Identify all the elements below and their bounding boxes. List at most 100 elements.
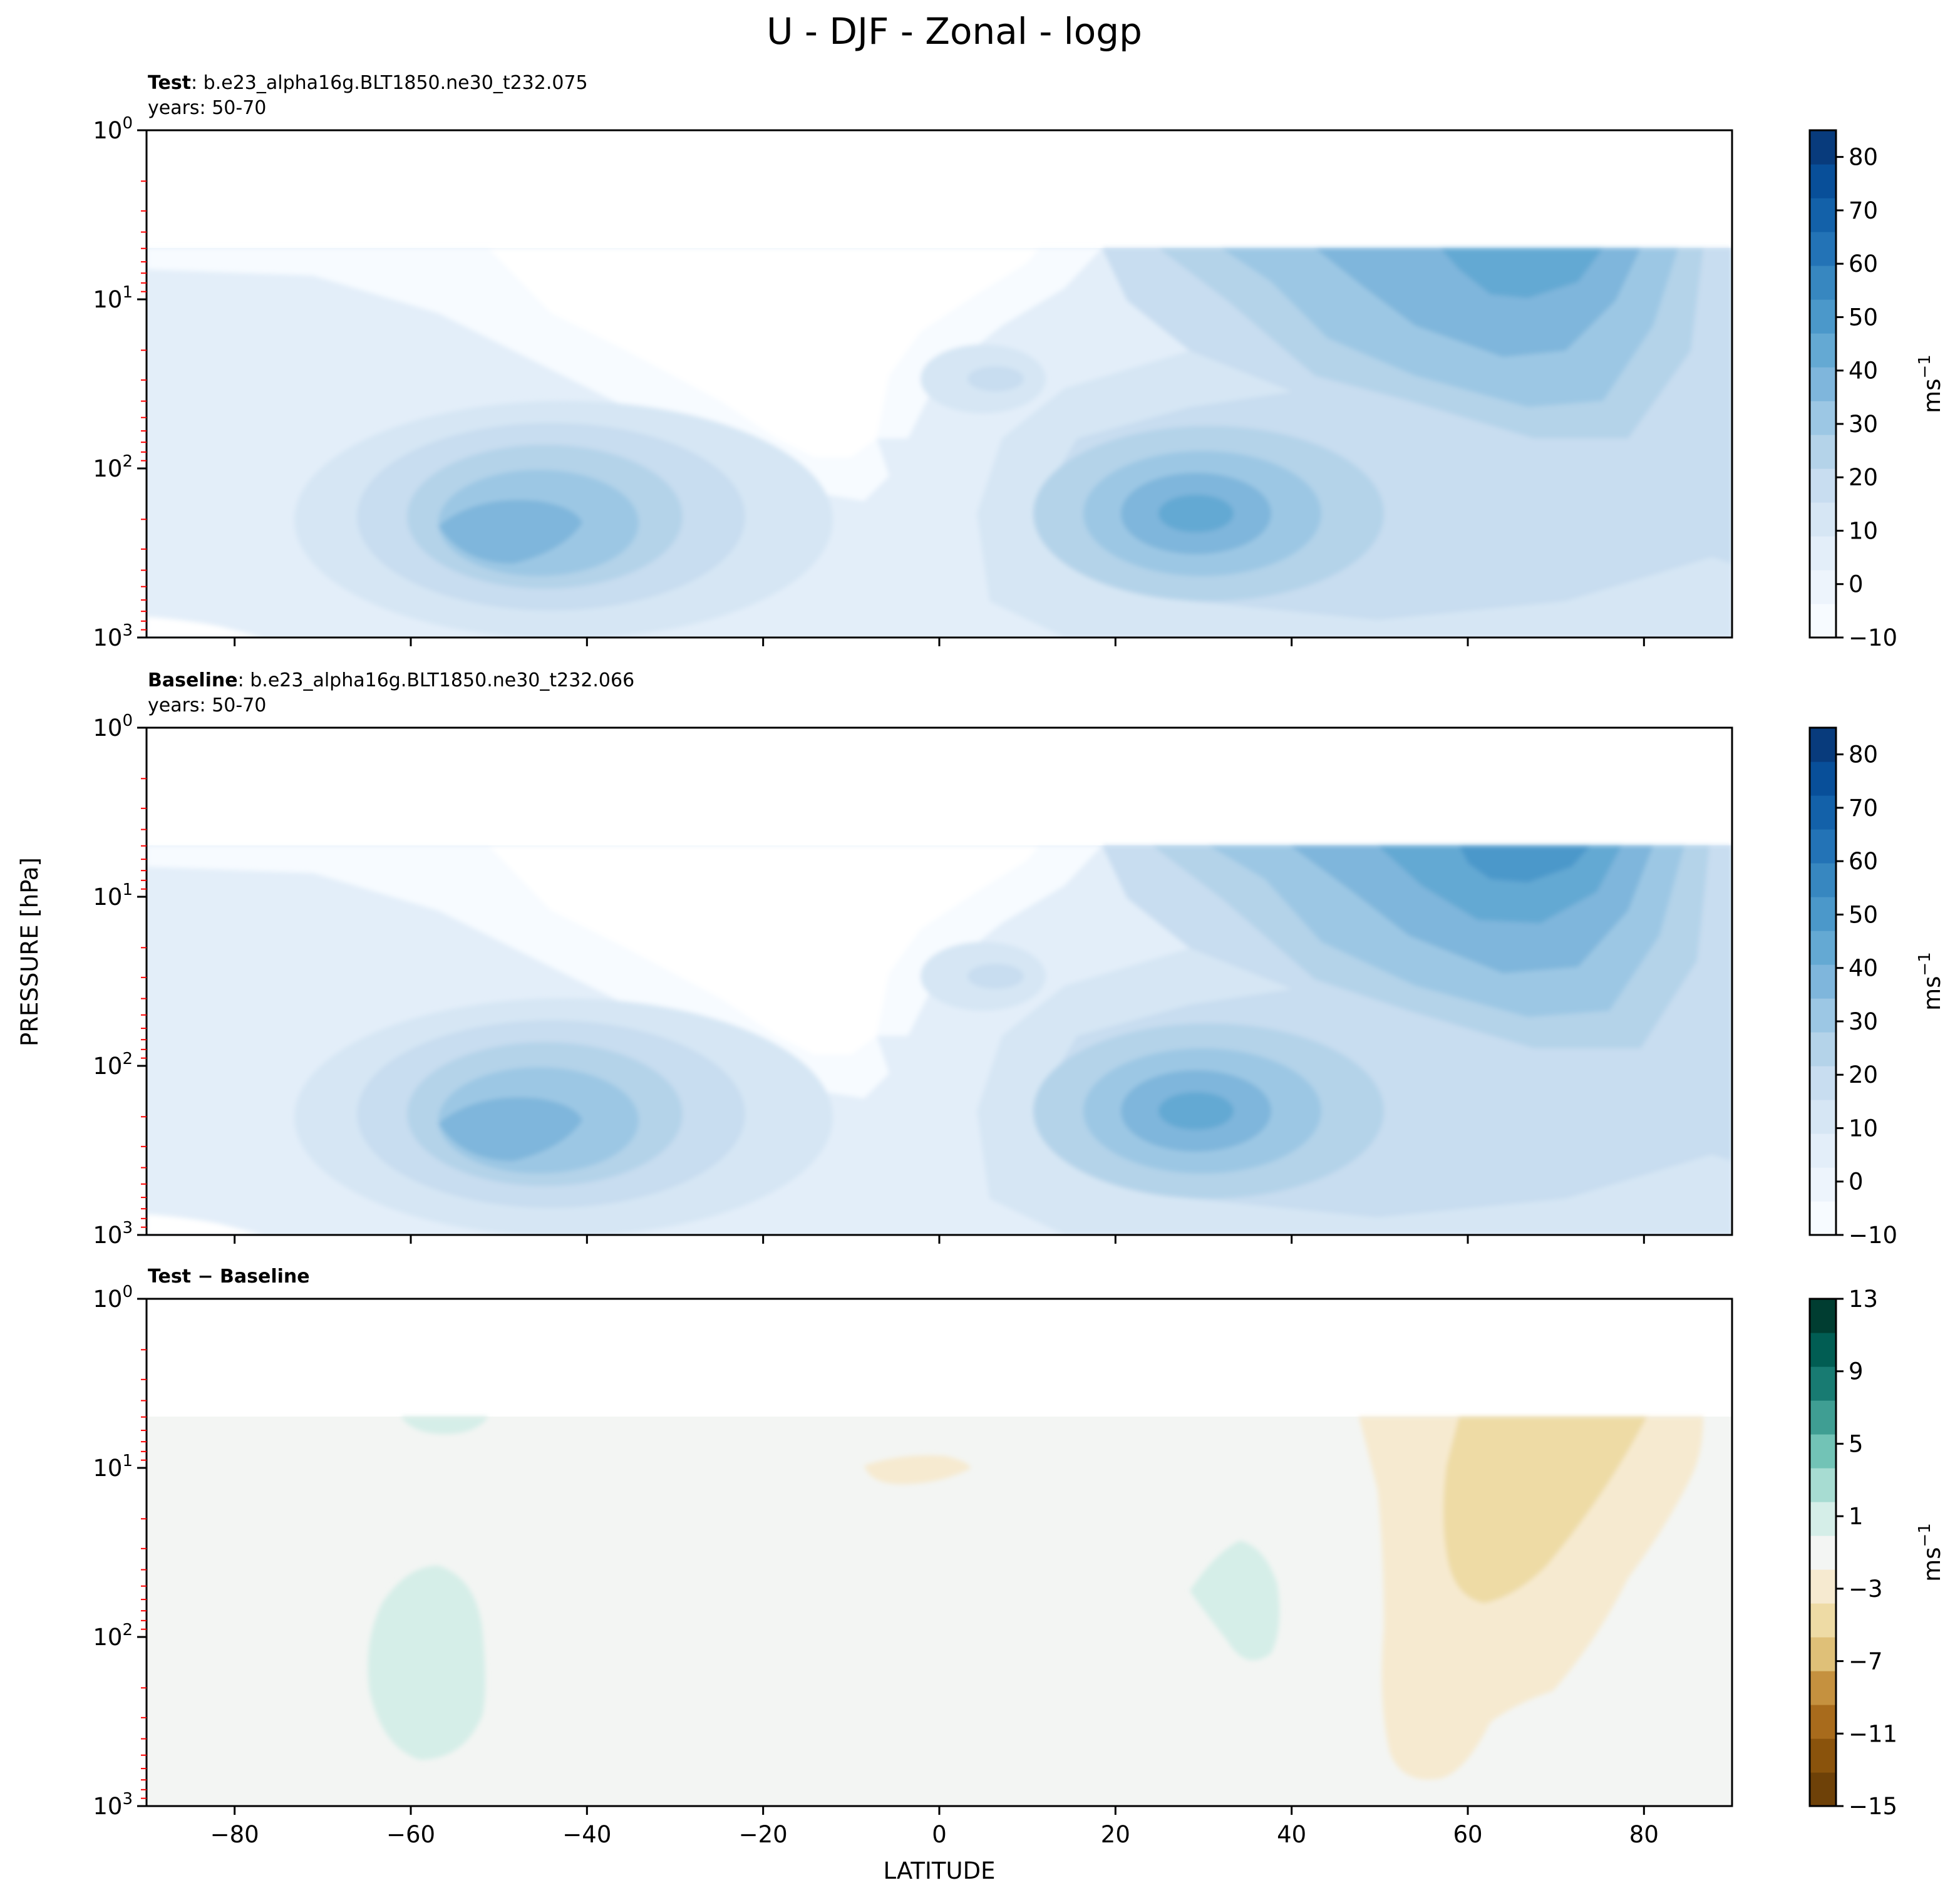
colorbar-test-band [1810,164,1836,199]
x-tick-label: 60 [1453,1821,1482,1848]
panel-test: Test: b.e23_alpha16g.BLT1850.ne30_t232.0… [93,72,1946,651]
colorbar-baseline-band [1810,728,1836,762]
colorbar-baseline-band [1810,1133,1836,1168]
x-tick-label: 40 [1277,1821,1306,1848]
colorbar-diff-band [1810,1536,1836,1570]
colorbar-test-band [1810,401,1836,435]
panel-test-top-empty [147,130,1732,248]
panel-baseline-y-tick-label-exp: 3 [122,1219,133,1237]
panel-test-tropical-upper-core [967,366,1024,391]
panel-baseline-y-tick-label-base: 10 [93,1053,122,1080]
x-tick-label: 0 [932,1821,947,1848]
panel-test-y-tick-label-exp: 0 [122,114,133,133]
colorbar-diff-band [1810,1705,1836,1739]
panel-diff-contours [147,1299,1732,1806]
panel-test-nh-jet-core [1158,495,1234,532]
panel-test-subtitle: years: 50-70 [148,97,266,119]
colorbar-unit-base: ms [1919,1547,1946,1582]
colorbar-tick-label: 0 [1849,1169,1864,1195]
colorbar-tick-label: 10 [1849,517,1878,544]
colorbar-baseline-band [1810,1032,1836,1066]
panel-diff-y-tick-label-exp: 2 [122,1621,133,1639]
panel-baseline-y-tick-label: 100 [93,711,133,741]
panel-baseline-polar-jet-core [1459,845,1591,882]
colorbar-tick-label: 50 [1849,304,1878,331]
colorbar-test-band [1810,536,1836,571]
colorbar-diff-band [1810,1468,1836,1502]
panel-test-y-tick-label-base: 10 [93,455,122,482]
colorbar-diff-band [1810,1772,1836,1807]
panel-diff-y-tick-label: 101 [93,1452,133,1482]
colorbar-tick-label: −3 [1849,1576,1883,1603]
x-tick-label: −40 [562,1821,611,1848]
colorbar-tick-label: −15 [1849,1793,1897,1820]
panel-baseline: Baseline: b.e23_alpha16g.BLT1850.ne30_t2… [93,669,1946,1249]
panel-diff-polar-negative-core [1443,1417,1647,1603]
colorbar-tick-label: 70 [1849,795,1878,822]
colorbar-test-band [1810,468,1836,503]
colorbar-diff-label: ms−1 [1916,1523,1946,1582]
x-tick-label: −60 [386,1821,435,1848]
colorbar-tick-label: 5 [1849,1430,1864,1457]
panel-baseline-title-bold: Baseline [148,669,238,691]
panel-test-y-tick-label-base: 10 [93,286,122,313]
colorbar-test-band [1810,502,1836,537]
colorbar-test-band [1810,198,1836,232]
colorbar-diff-band [1810,1502,1836,1536]
panel-diff-top-empty [147,1299,1732,1417]
x-tick-label: 80 [1629,1821,1659,1848]
panel-diff-colorbar: −15 −11 −7 −3 1 5 9 13 ms−1 [1808,1286,1946,1820]
panel-test-y-tick-label: 102 [93,452,133,482]
panel-baseline-top-empty [147,728,1732,845]
colorbar-baseline-band [1810,998,1836,1033]
panel-test-sh-jet-core [438,500,582,564]
panel-baseline-y-tick-label: 103 [93,1219,133,1249]
colorbar-test-frame [1808,129,1837,639]
panel-diff: Test − Baseline −80 −60 −40 −20 0 20 40 60 80100… [93,1266,1946,1848]
panel-baseline-y-tick-label-base: 10 [93,884,122,911]
panel-test-surface-easterlies [147,617,263,638]
panel-baseline-contours [147,728,1732,1235]
colorbar-baseline-band [1810,931,1836,965]
colorbar-tick-label: 50 [1849,901,1878,928]
panel-diff-y-tick-label: 100 [93,1283,133,1313]
panel-test-title-rest: : b.e23_alpha16g.BLT1850.ne30_t232.075 [191,72,588,94]
colorbar-tick-label: −7 [1849,1648,1883,1675]
colorbar-test-band [1810,435,1836,469]
panel-baseline-nh-jet-core [1158,1092,1234,1130]
colorbar-tick-label: 40 [1849,358,1878,385]
colorbar-test-band [1810,367,1836,401]
colorbar-tick-label: 0 [1849,571,1864,598]
colorbar-tick-label: 1 [1849,1503,1864,1530]
panel-baseline-tropical-upper-core [967,964,1024,989]
colorbar-diff-band [1810,1637,1836,1671]
x-tick-label: −20 [739,1821,788,1848]
colorbar-unit-base: ms [1919,379,1946,413]
colorbar-baseline-band [1810,1201,1836,1236]
panel-test-y-tick-label: 101 [93,283,133,313]
colorbar-tick-label: 60 [1849,250,1878,277]
panel-test-y-tick-label: 103 [93,621,133,651]
colorbar-tick-label: −10 [1849,1222,1897,1249]
panel-baseline-y-tick-label-exp: 0 [122,711,133,730]
colorbar-diff-band [1810,1738,1836,1773]
colorbar-diff-band [1810,1434,1836,1469]
panel-baseline-surface-easterlies [147,1214,263,1235]
panel-baseline-title-rest: : b.e23_alpha16g.BLT1850.ne30_t232.066 [238,669,635,691]
colorbar-baseline-frame [1808,726,1837,1236]
y-axis-label: PRESSURE [hPa] [16,857,43,1046]
panel-test-shallow-westerlies [877,248,1102,438]
panel-diff-sh-positive [368,1566,485,1760]
panel-baseline-sh-jet-core [438,1097,582,1161]
colorbar-baseline-band [1810,762,1836,796]
panel-baseline-subtitle: years: 50-70 [148,694,266,716]
colorbar-tick-label: 20 [1849,464,1878,491]
panel-baseline-y-tick-label: 101 [93,880,133,911]
colorbar-tick-label: 40 [1849,955,1878,982]
colorbar-test-label: ms−1 [1916,354,1946,413]
colorbar-baseline-band [1810,1167,1836,1202]
panel-diff-y-tick-label-base: 10 [93,1624,122,1651]
